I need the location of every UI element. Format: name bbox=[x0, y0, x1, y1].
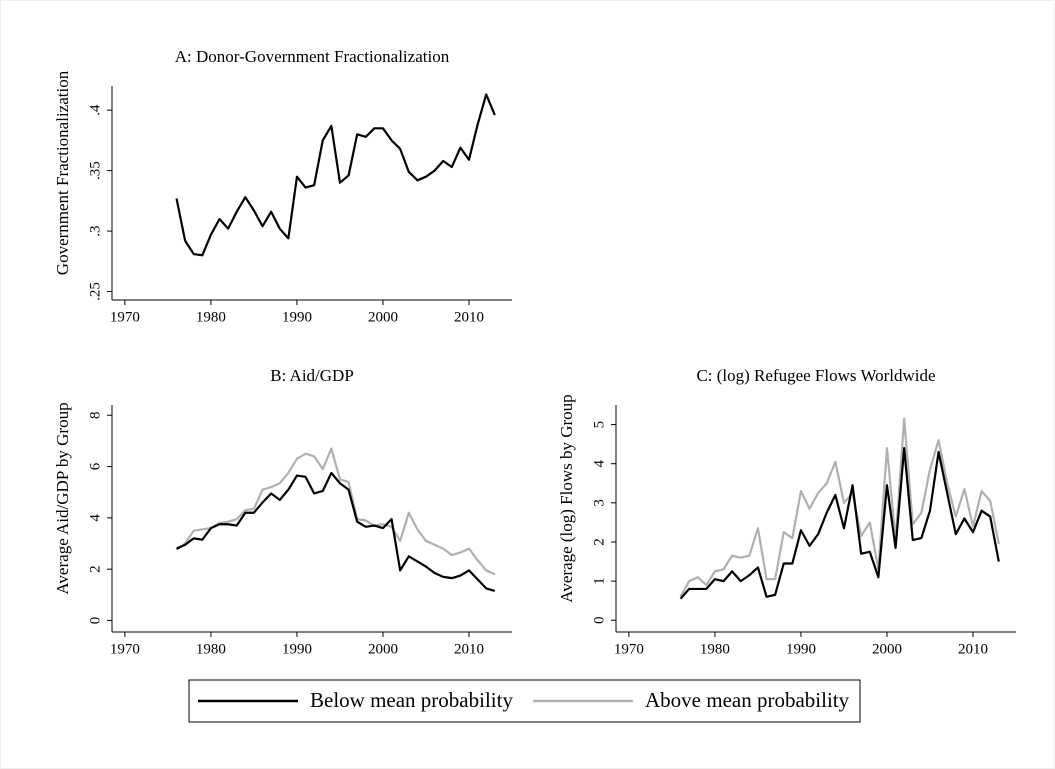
y-tick-label: 5 bbox=[591, 421, 607, 429]
legend-label: Below mean probability bbox=[310, 688, 513, 712]
y-tick-label: 0 bbox=[591, 617, 607, 625]
x-tick-label: 2010 bbox=[454, 641, 484, 657]
x-tick-label: 2000 bbox=[368, 641, 398, 657]
x-tick-label: 1990 bbox=[786, 641, 816, 657]
y-tick-label: 2 bbox=[591, 538, 607, 546]
series-line bbox=[679, 446, 1000, 600]
y-tick-label: 8 bbox=[87, 412, 103, 420]
x-tick-label: 1990 bbox=[282, 641, 312, 657]
chart-title: C: (log) Refugee Flows Worldwide bbox=[696, 366, 935, 385]
y-axis-label: Average Aid/GDP by Group bbox=[53, 402, 72, 594]
x-tick-label: 2000 bbox=[872, 641, 902, 657]
y-tick-label: .35 bbox=[87, 161, 103, 180]
legend-label: Above mean probability bbox=[645, 688, 850, 712]
x-tick-label: 1980 bbox=[700, 641, 730, 657]
x-tick-label: 1980 bbox=[196, 641, 226, 657]
y-tick-label: 1 bbox=[591, 577, 607, 585]
y-tick-label: .4 bbox=[87, 104, 103, 116]
x-tick-label: 1970 bbox=[110, 309, 140, 325]
x-tick-label: 1970 bbox=[614, 641, 644, 657]
x-tick-label: 1990 bbox=[282, 309, 312, 325]
series-line bbox=[175, 93, 496, 257]
legend-box bbox=[188, 679, 861, 723]
x-tick-label: 1970 bbox=[110, 641, 140, 657]
series-line bbox=[175, 447, 496, 576]
y-tick-label: .3 bbox=[87, 225, 103, 236]
y-tick-label: 4 bbox=[591, 459, 607, 467]
y-tick-label: 2 bbox=[87, 565, 103, 573]
y-tick-label: 6 bbox=[87, 462, 103, 470]
y-axis-label: Average (log) Flows by Group bbox=[557, 394, 576, 602]
x-tick-label: 2010 bbox=[958, 641, 988, 657]
x-tick-label: 2000 bbox=[368, 309, 398, 325]
y-tick-label: 3 bbox=[591, 499, 607, 507]
x-tick-label: 1980 bbox=[196, 309, 226, 325]
x-tick-label: 2010 bbox=[454, 309, 484, 325]
legend: Below mean probability Above mean probabi… bbox=[198, 688, 850, 712]
y-tick-label: 0 bbox=[87, 617, 103, 625]
series-line bbox=[176, 471, 496, 593]
y-tick-label: 4 bbox=[87, 514, 103, 522]
chart-title: B: Aid/GDP bbox=[270, 366, 354, 385]
y-tick-label: .25 bbox=[87, 282, 103, 301]
y-axis-label: Government Fractionalization bbox=[53, 70, 72, 275]
chart-title: A: Donor-Government Fractionalization bbox=[175, 47, 450, 66]
series-line bbox=[679, 417, 1000, 598]
